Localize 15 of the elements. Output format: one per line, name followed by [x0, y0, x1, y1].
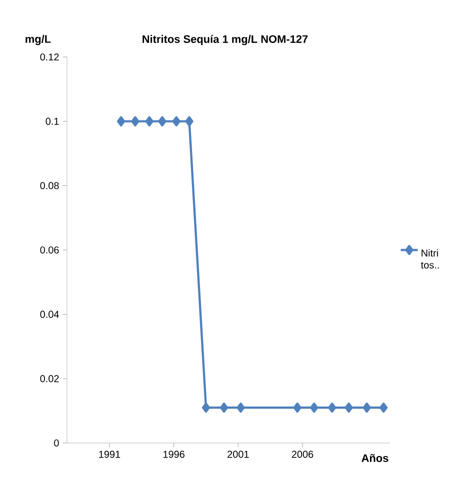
y-tick-label: 0.04 [40, 310, 59, 318]
x-tick-label: 2006 [292, 450, 314, 458]
x-tick-label: 1996 [163, 450, 184, 458]
chart-title: Nitritos Sequía 1 mg/L NOM-127 [142, 34, 308, 46]
y-axis-title: mg/L [26, 34, 51, 46]
x-tick-label: 2001 [228, 450, 249, 458]
y-tick-label: 0.06 [40, 246, 59, 254]
x-tick-label: 1991 [99, 450, 120, 458]
x-axis-title: Años [362, 454, 388, 462]
y-tick-label: 0.02 [40, 375, 59, 382]
y-tick-label: 0.1 [46, 118, 59, 125]
y-tick-label: 0 [54, 439, 59, 447]
y-tick-label: 0.08 [40, 182, 59, 190]
y-tick-label: 0.12 [40, 53, 59, 61]
legend-label: Nitri tos.. [421, 249, 439, 269]
